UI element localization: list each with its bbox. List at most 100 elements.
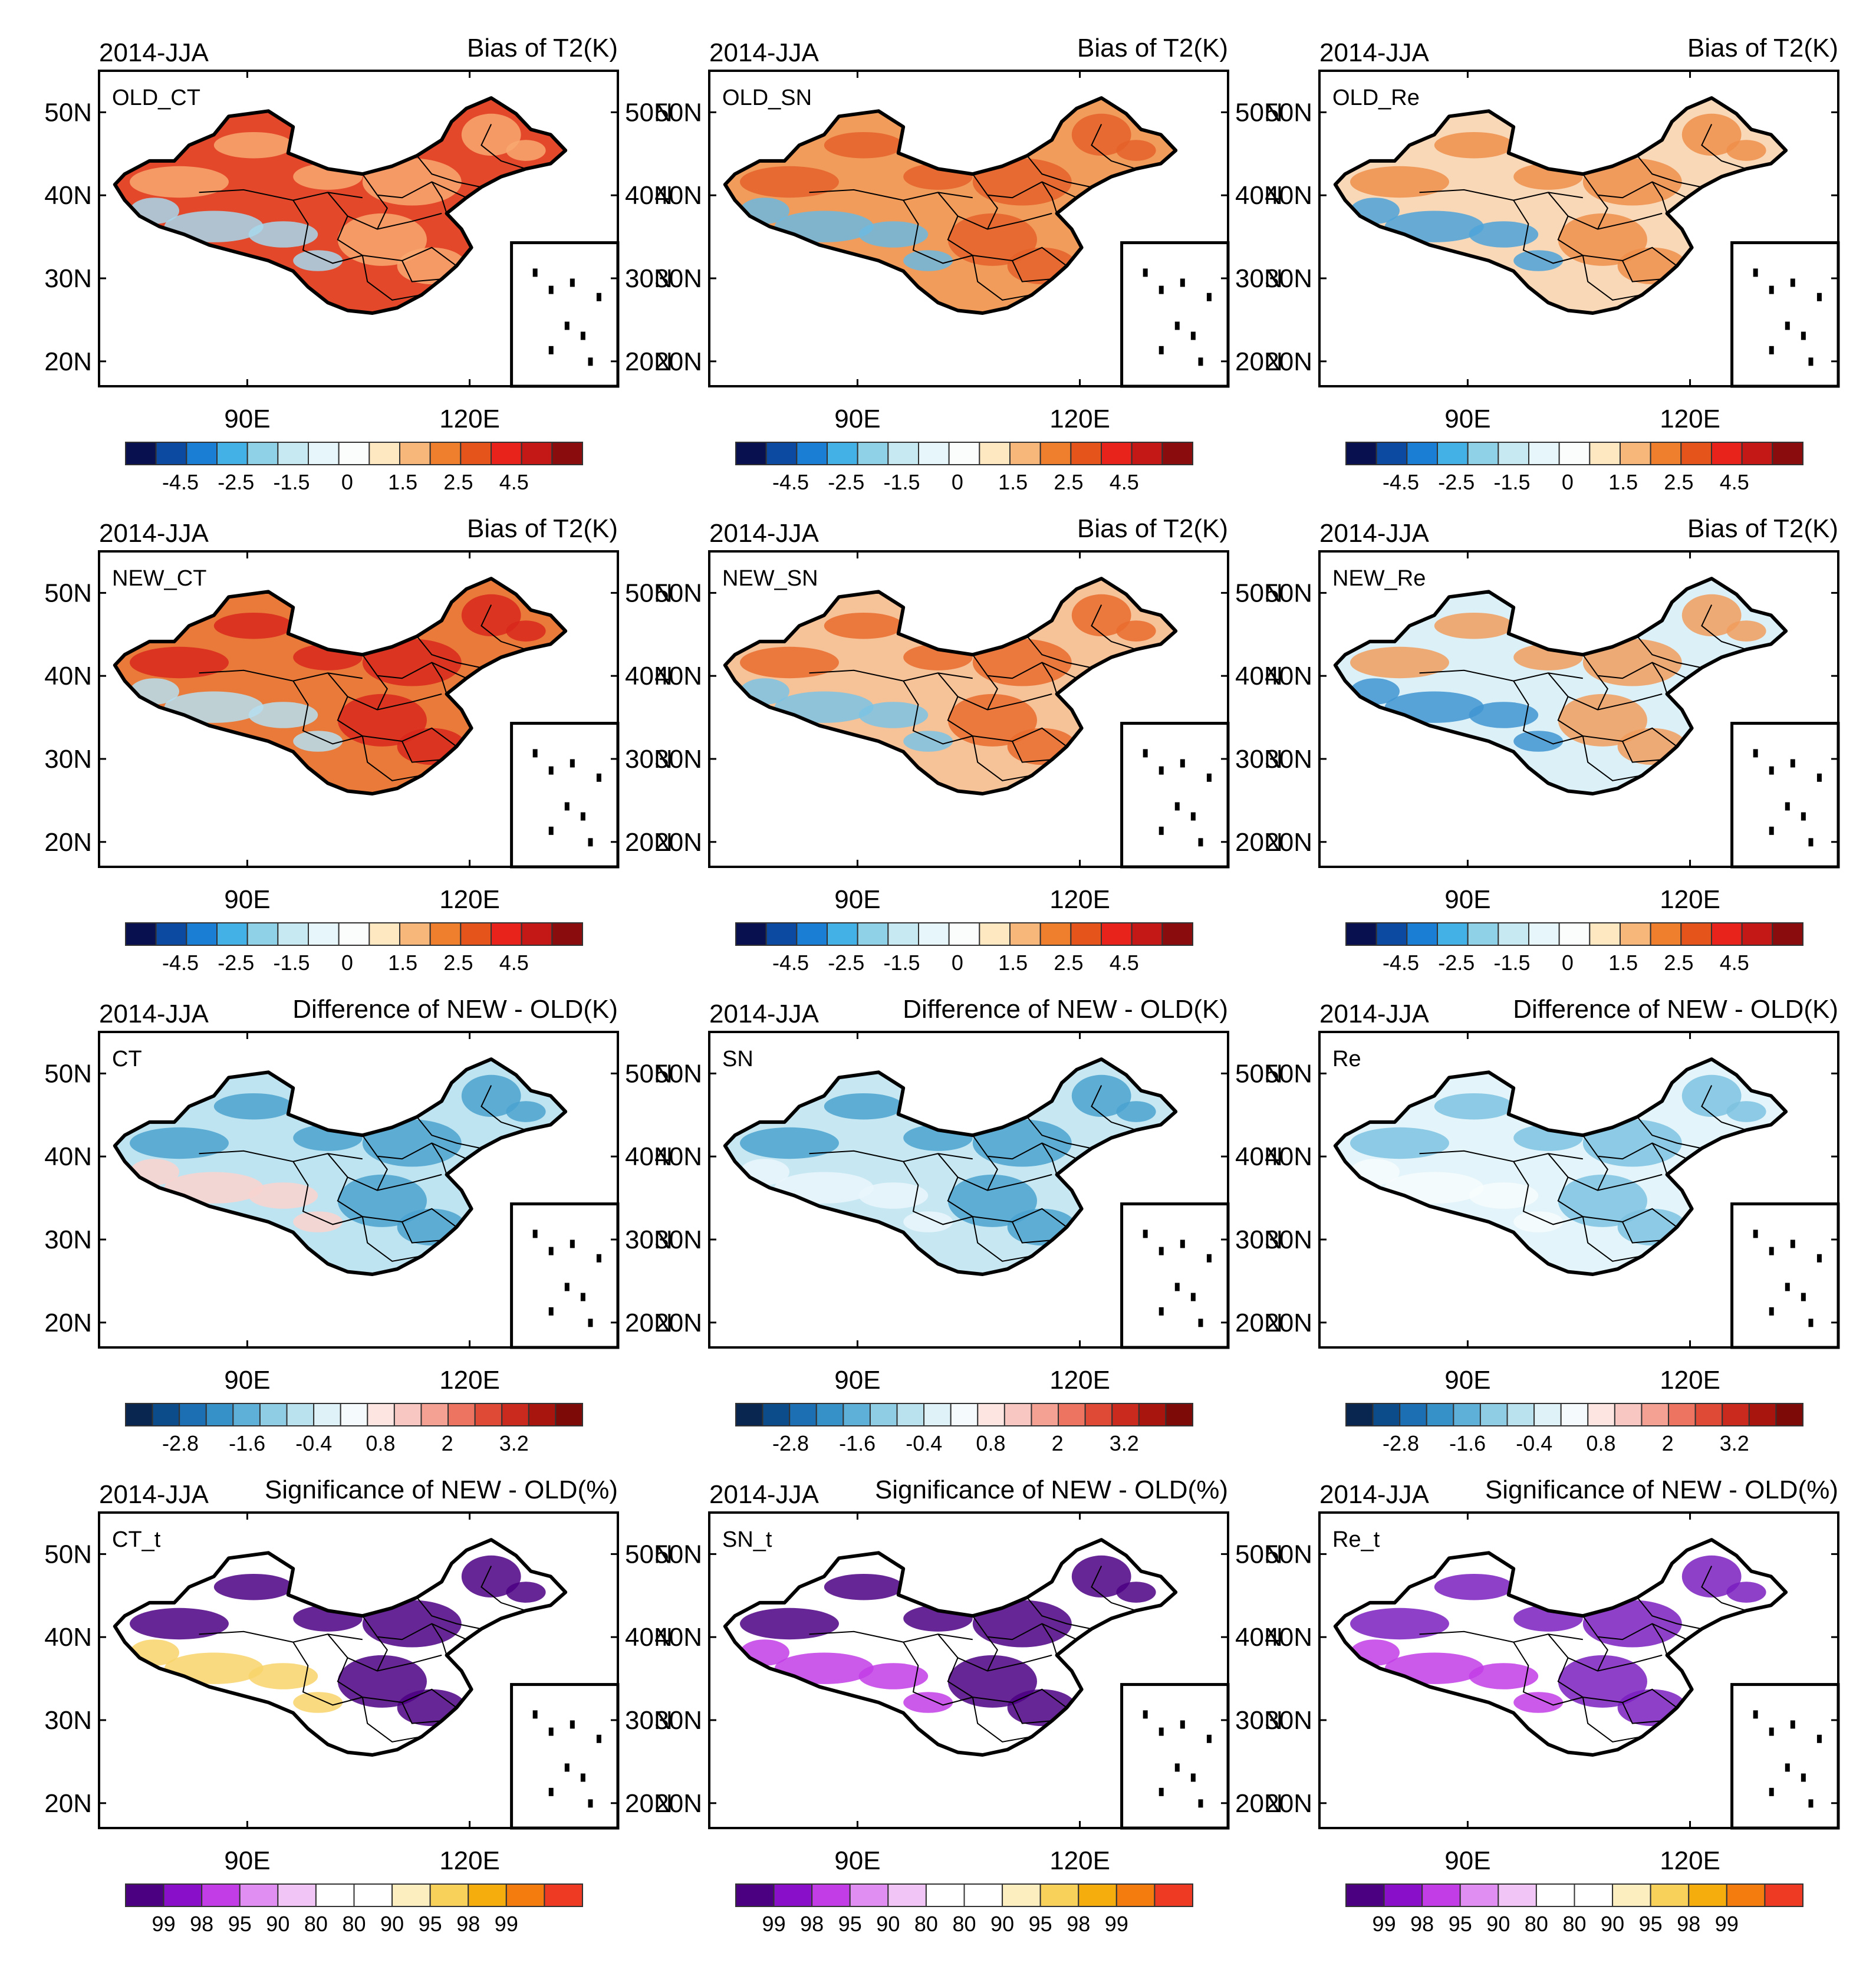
- island-mark: [1790, 1240, 1795, 1248]
- colorbar-label: 0.8: [366, 1431, 395, 1455]
- colorbar-swatch: [1764, 1883, 1804, 1907]
- colorbar: 99 98 95 90 80 80 90 95 98 99: [125, 1883, 584, 1936]
- island-mark: [1198, 1799, 1203, 1808]
- lon-tick-label: 90E: [834, 1366, 880, 1395]
- colorbar-label: 98: [190, 1912, 213, 1936]
- colorbar-label: 4.5: [1110, 470, 1139, 494]
- field-contrast-patch: [1384, 1172, 1484, 1204]
- colorbar-label: 1.5: [998, 470, 1028, 494]
- lat-tick-label: 20N: [44, 828, 92, 857]
- country-border: [1333, 577, 1788, 795]
- colorbar-swatch: [1467, 922, 1499, 946]
- lon-tick-label: 90E: [834, 1846, 880, 1875]
- field-contrast-patch: [858, 221, 929, 248]
- field-anomaly-patch: [1681, 113, 1742, 156]
- colorbar-swatch: [555, 1403, 583, 1426]
- lon-tick-label: 90E: [224, 1366, 270, 1395]
- colorbar-swatch: [1668, 1403, 1696, 1426]
- lat-tick-label: 20N: [44, 1789, 92, 1818]
- colorbar-swatch: [1131, 922, 1163, 946]
- island-mark: [1198, 838, 1203, 847]
- colorbar-label: -2.5: [828, 470, 864, 494]
- south-china-sea-inset: [1120, 241, 1230, 388]
- lat-tick-label: 40N: [654, 1623, 702, 1652]
- colorbar-label: 1.5: [388, 951, 417, 975]
- country-border: [723, 577, 1178, 795]
- colorbar-label: 1.5: [1608, 470, 1638, 494]
- province-boundary: [903, 1161, 973, 1225]
- lat-tick-label-right: 40N: [625, 662, 673, 691]
- colorbar-label: -1.5: [274, 470, 310, 494]
- country-border: [113, 1538, 568, 1757]
- colorbar-swatch: [925, 1883, 965, 1907]
- province-boundary: [292, 1161, 363, 1225]
- colorbar-swatch: [1560, 1403, 1589, 1426]
- lat-tick-label: 50N: [1265, 578, 1312, 607]
- lat-tick-label-right: 20N: [625, 828, 673, 857]
- colorbar-label: 0: [1562, 951, 1574, 975]
- island-mark: [548, 1787, 554, 1796]
- island-mark: [1206, 1734, 1212, 1743]
- panel-label: CT: [112, 1047, 142, 1071]
- island-mark: [1198, 357, 1203, 366]
- lon-tick-label: 90E: [1444, 1846, 1490, 1875]
- lat-tick-label: 40N: [654, 181, 702, 210]
- island-mark: [1769, 1727, 1774, 1736]
- island-mark: [564, 802, 570, 811]
- field-anomaly-patch: [824, 1093, 904, 1120]
- lat-tick-label: 40N: [1265, 1623, 1312, 1652]
- colorbar-swatch: [977, 1403, 1005, 1426]
- province-boundary: [1622, 1221, 1663, 1244]
- province-boundary: [1582, 1615, 1687, 1641]
- colorbar-swatch: [1614, 1403, 1643, 1426]
- island-mark: [1753, 749, 1758, 758]
- field-anomaly-patch: [1116, 1582, 1156, 1603]
- province-boundary: [972, 1697, 1032, 1743]
- province-boundary: [1012, 1702, 1052, 1724]
- colorbar-swatch: [420, 1403, 449, 1426]
- lon-tick-label: 120E: [1660, 1366, 1720, 1395]
- colorbar-swatch: [1650, 922, 1682, 946]
- panel-label: OLD_Re: [1332, 86, 1420, 110]
- south-china-sea-inset: [1120, 1202, 1230, 1349]
- province-boundary: [987, 1156, 998, 1191]
- colorbar-swatch: [948, 442, 980, 465]
- lon-tick-label: 120E: [1049, 1846, 1110, 1875]
- colorbar-label: 4.5: [1720, 951, 1749, 975]
- colorbar-label: 98: [456, 1912, 480, 1936]
- island-mark: [1769, 285, 1774, 294]
- lat-tick-label: 30N: [44, 745, 92, 774]
- island-mark: [1816, 1734, 1822, 1743]
- province-boundary: [431, 1142, 447, 1175]
- panel-label: CT_t: [112, 1527, 161, 1552]
- lat-tick-label: 50N: [44, 578, 92, 607]
- colorbar-swatch: [216, 922, 248, 946]
- field-anomaly-patch: [337, 1655, 427, 1708]
- province-boundary: [972, 735, 1032, 781]
- lat-tick-label: 50N: [44, 1540, 92, 1569]
- province-boundary: [1582, 1697, 1643, 1743]
- island-mark: [588, 838, 593, 847]
- colorbar-swatch: [1345, 1883, 1385, 1907]
- island-mark: [1816, 773, 1822, 782]
- island-mark: [1790, 1720, 1795, 1729]
- island-mark: [596, 1254, 601, 1263]
- colorbar-swatch: [1528, 922, 1560, 946]
- panel-label: SN_t: [722, 1527, 772, 1552]
- lat-tick-label: 20N: [1265, 1789, 1312, 1818]
- province-boundary: [1091, 604, 1137, 650]
- lat-tick-label-right: 50N: [1235, 1059, 1283, 1088]
- lon-tick-label: 90E: [224, 885, 270, 914]
- province-boundary: [480, 604, 526, 650]
- lon-tick-label: 120E: [439, 405, 500, 433]
- colorbar-label: -1.6: [1449, 1431, 1486, 1455]
- province-boundary: [903, 681, 973, 745]
- lat-tick-label-right: 30N: [1235, 264, 1283, 293]
- province-boundary: [337, 1176, 457, 1228]
- island-mark: [1753, 268, 1758, 277]
- panel-period: 2014-JJA: [1319, 1480, 1430, 1509]
- panel-title: Bias of T2(K): [1077, 34, 1228, 63]
- province-boundary: [401, 1221, 442, 1244]
- colorbar-label: 2.5: [443, 951, 473, 975]
- colorbar-label: 80: [914, 1912, 938, 1936]
